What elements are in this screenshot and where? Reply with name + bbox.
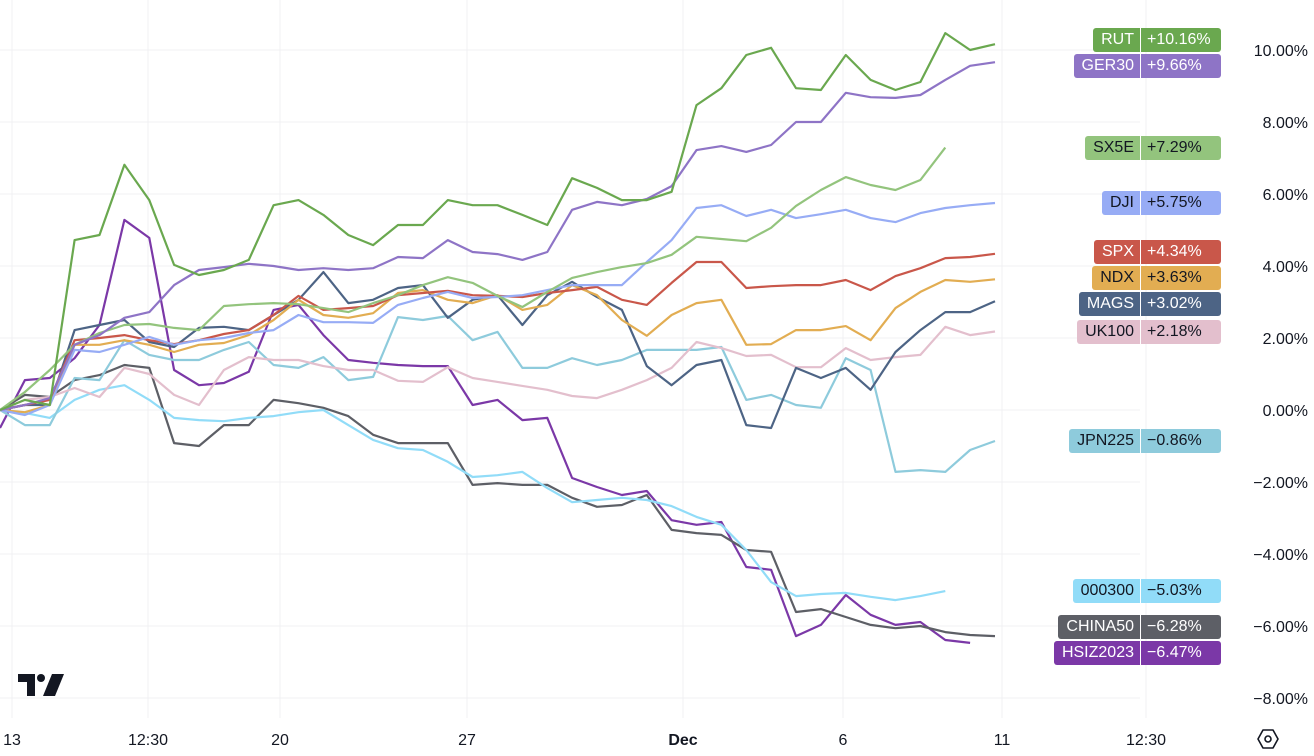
series-tag-spx[interactable]: SPX +4.34% xyxy=(0,240,1314,265)
series-tag-hsiz2023[interactable]: HSIZ2023 −6.47% xyxy=(0,640,1314,665)
y-tick-label: 8.00% xyxy=(1263,115,1308,132)
x-tick-label: 11 xyxy=(994,732,1011,749)
series-last-value: +7.29% xyxy=(1140,135,1221,160)
series-tag-sx5e[interactable]: SX5E +7.29% xyxy=(0,135,1314,160)
y-tick-label: −2.00% xyxy=(1253,475,1308,492)
series-line-rut xyxy=(0,32,996,412)
series-line-ger30 xyxy=(0,61,996,412)
x-tick-label: 12:30 xyxy=(1126,732,1166,749)
series-line-000300 xyxy=(0,384,946,602)
series-last-value: −6.28% xyxy=(1140,614,1221,639)
y-tick-label: 2.00% xyxy=(1263,331,1308,348)
series-tag-rut[interactable]: RUT +10.16% xyxy=(0,28,1314,53)
series-last-value: −0.86% xyxy=(1140,428,1221,453)
series-name: MAGS xyxy=(1078,292,1140,317)
series-tag-mags[interactable]: MAGS +3.02% xyxy=(0,292,1314,317)
series-line-jpn225 xyxy=(0,314,996,473)
y-tick-label: −6.00% xyxy=(1253,619,1308,636)
series-name: HSIZ2023 xyxy=(1053,640,1140,665)
series-name: JPN225 xyxy=(1069,428,1140,453)
series-name: GER30 xyxy=(1073,54,1140,79)
x-tick-label: 6 xyxy=(839,732,848,749)
series-tag-ger30[interactable]: GER30 +9.66% xyxy=(0,54,1314,79)
series-line-china50 xyxy=(0,363,996,638)
series-name: SX5E xyxy=(1085,135,1140,160)
x-tick-label: 12:30 xyxy=(128,732,168,749)
series-tag-jpn225[interactable]: JPN225 −0.86% xyxy=(0,428,1314,453)
series-tag-uk100[interactable]: UK100 +2.18% xyxy=(0,319,1314,344)
x-tick-label: 13 xyxy=(3,732,21,749)
series-last-value: +10.16% xyxy=(1140,28,1221,53)
y-tick-label: 6.00% xyxy=(1263,187,1308,204)
series-line-sx5e xyxy=(0,146,947,411)
series-name: SPX xyxy=(1093,240,1140,265)
series-name: DJI xyxy=(1102,191,1140,215)
series-last-value: +5.75% xyxy=(1140,191,1221,215)
series-last-value: −5.03% xyxy=(1140,579,1221,604)
series-name: UK100 xyxy=(1077,319,1140,344)
y-tick-label: 4.00% xyxy=(1263,259,1308,276)
settings-hexagon-icon[interactable] xyxy=(1256,727,1280,751)
x-tick-label: 27 xyxy=(458,732,476,749)
x-axis: 13 12:30 20 27 Dec 6 11 12:30 xyxy=(3,732,1166,749)
series-lines xyxy=(0,32,996,644)
series-last-value: +3.63% xyxy=(1140,266,1221,291)
series-last-value: +4.34% xyxy=(1140,240,1221,265)
x-tick-label: Dec xyxy=(668,732,697,749)
series-line-uk100 xyxy=(0,325,996,412)
series-name: 000300 xyxy=(1072,579,1140,604)
y-tick-label: 0.00% xyxy=(1263,403,1308,420)
y-tick-label: −4.00% xyxy=(1253,547,1308,564)
x-tick-label: 20 xyxy=(271,732,289,749)
series-tag-000300[interactable]: 000300 −5.03% xyxy=(0,579,1314,604)
series-last-value: +2.18% xyxy=(1140,319,1221,344)
series-name: CHINA50 xyxy=(1058,614,1140,639)
y-tick-label: 10.00% xyxy=(1254,43,1308,60)
series-line-hsiz2023 xyxy=(0,218,971,644)
series-name: NDX xyxy=(1092,266,1140,291)
series-last-value: +9.66% xyxy=(1140,54,1221,79)
series-last-value: −6.47% xyxy=(1140,640,1221,665)
y-axis: 10.00% 8.00% 6.00% 4.00% 2.00% 0.00% −2.00% −4.… xyxy=(1253,43,1308,708)
series-last-value: +3.02% xyxy=(1140,292,1221,317)
series-tag-dji[interactable]: DJI +5.75% xyxy=(0,191,1314,215)
series-tag-ndx[interactable]: NDX +3.63% xyxy=(0,266,1314,291)
tradingview-logo xyxy=(18,674,64,696)
series-name: RUT xyxy=(1093,28,1140,53)
y-tick-label: −8.00% xyxy=(1253,691,1308,708)
series-tag-china50[interactable]: CHINA50 −6.28% xyxy=(0,614,1314,639)
